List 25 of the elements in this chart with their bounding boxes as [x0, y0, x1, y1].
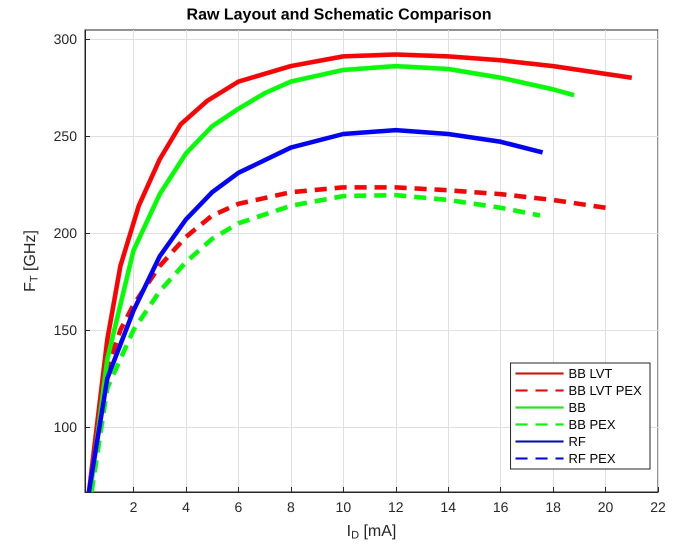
x-tick-label: 22: [650, 499, 666, 515]
legend-label: BB LVT PEX: [568, 383, 642, 398]
x-tick-label: 20: [598, 499, 614, 515]
y-tick-label: 200: [54, 224, 78, 241]
legend-label: RF PEX: [568, 451, 616, 466]
y-tick-label: 150: [54, 322, 78, 338]
x-tick-label: 4: [182, 499, 190, 515]
y-tick-label: 300: [54, 30, 78, 47]
x-tick-label: 14: [440, 499, 456, 515]
x-tick-label: 6: [234, 499, 243, 515]
legend-label: BB PEX: [568, 417, 616, 432]
legend-label: BB: [568, 400, 586, 415]
x-tick-label: 2: [130, 499, 138, 515]
line-series: [86, 128, 545, 494]
x-tick-label: 12: [388, 499, 404, 515]
x-tick-label: 16: [492, 499, 509, 515]
legend-label: BB LVT: [568, 366, 612, 381]
x-tick-label: 18: [545, 499, 562, 515]
x-tick-label: 10: [336, 499, 352, 515]
x-tick-label: 8: [286, 499, 295, 515]
y-tick-label: 250: [54, 128, 78, 144]
y-tick-label: 100: [54, 419, 78, 435]
y-axis-title: FT [GHz]: [22, 230, 40, 292]
legend-label: RF: [568, 434, 586, 449]
chart-title: Raw Layout and Schematic Comparison: [186, 6, 492, 24]
